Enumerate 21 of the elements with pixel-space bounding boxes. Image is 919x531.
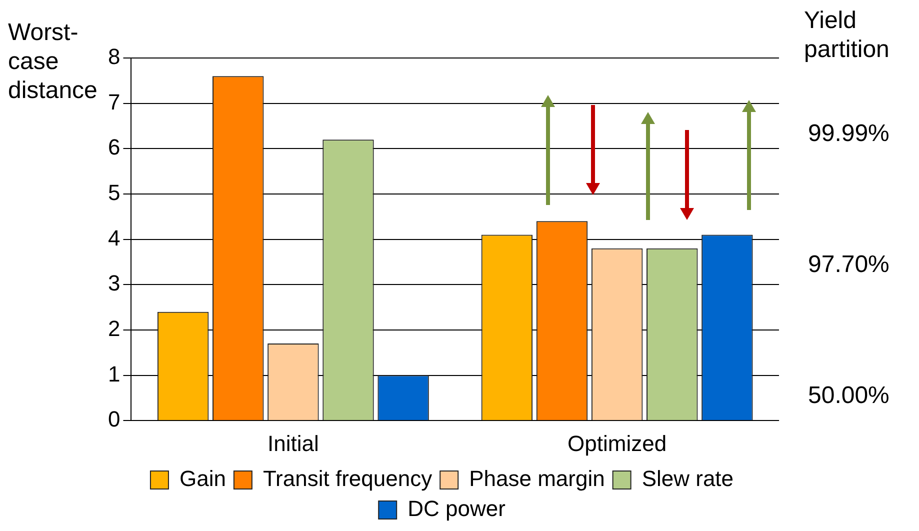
y-tick-label: 5	[108, 180, 120, 206]
text: 97.70%	[808, 251, 890, 279]
x-tick-label: Initial	[267, 430, 319, 456]
y2-axis-title: Yield partition	[804, 6, 890, 64]
y-tick-label: 4	[108, 225, 120, 250]
y-tick-label: 2	[108, 316, 120, 342]
y-tick-label: 6	[108, 134, 120, 160]
y-tick-label: 7	[108, 89, 120, 114]
legend-label: Slew rate	[642, 466, 734, 492]
legend-label: Gain	[179, 466, 226, 492]
y-axis-title: Worst-case distance	[8, 18, 98, 105]
x-tick-label: Optimized	[568, 430, 667, 456]
legend-label: Transit frequency	[262, 466, 432, 492]
y-tick-label: 3	[108, 270, 120, 296]
y-tick-label: 8	[108, 44, 120, 70]
text: 50.00%	[808, 382, 890, 410]
legend-label: DC power	[408, 496, 506, 522]
y-tick-label: 1	[108, 361, 120, 386]
legend-label: Phase margin	[469, 466, 605, 492]
text: 99.99%	[808, 120, 890, 148]
y-tick-label: 0	[108, 406, 120, 432]
